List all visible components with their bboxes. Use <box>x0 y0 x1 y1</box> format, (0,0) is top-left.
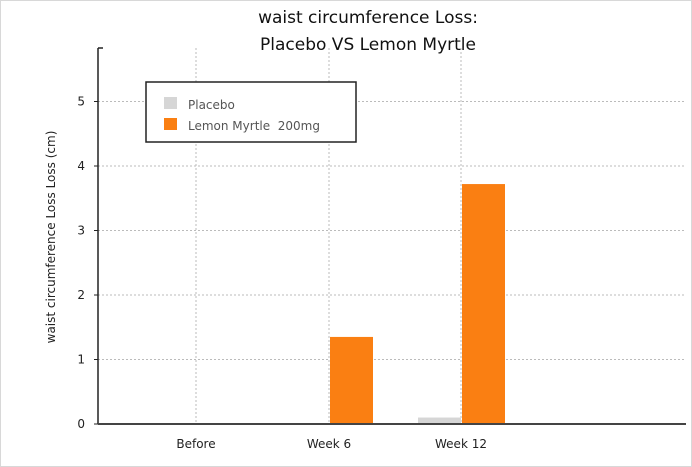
legend-box <box>145 81 357 143</box>
chart-title-line-1: waist circumference Loss: <box>258 8 478 28</box>
y-tick-label: 3 <box>77 224 85 238</box>
legend-swatch-placebo <box>164 97 177 109</box>
bar-lemon-myrtle <box>330 336 373 424</box>
y-tick-label: 5 <box>77 95 85 109</box>
chart-title-line-2: Placebo VS Lemon Myrtle <box>260 35 476 55</box>
bar-placebo <box>418 417 461 424</box>
x-tick-label: Before <box>176 437 215 451</box>
legend-label-placebo: Placebo <box>188 98 235 112</box>
legend-swatch-lemon-myrtle <box>164 118 177 130</box>
x-tick-label: Week 6 <box>307 437 351 451</box>
y-tick-label: 0 <box>77 417 85 431</box>
y-tick-label: 4 <box>77 159 85 173</box>
legend-label-lemon-myrtle: Lemon Myrtle 200mg <box>188 119 320 133</box>
y-axis-label: waist circumference Loss Loss (cm) <box>44 131 58 344</box>
y-tick-label: 2 <box>77 288 85 302</box>
legend: Placebo Lemon Myrtle 200mg <box>145 81 357 143</box>
x-tick-label: Week 12 <box>435 437 487 451</box>
bar-lemon-myrtle <box>462 184 505 424</box>
y-tick-label: 1 <box>77 353 85 367</box>
